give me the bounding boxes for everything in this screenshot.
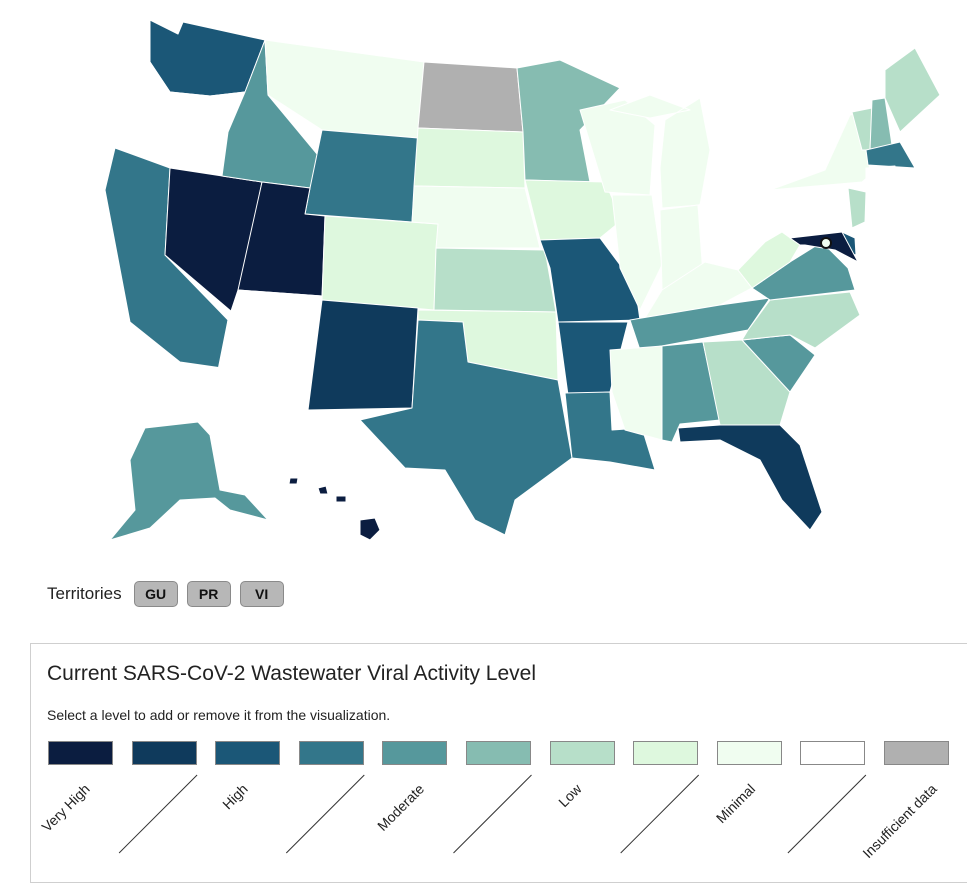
state-IA[interactable] — [524, 179, 623, 241]
territory-vi-button[interactable]: VI — [239, 581, 284, 607]
legend-swatch-10[interactable] — [884, 741, 949, 765]
state-WY[interactable] — [304, 129, 419, 223]
state-TN[interactable] — [629, 297, 771, 351]
state-CT[interactable] — [865, 165, 896, 186]
state-NJ[interactable] — [847, 187, 867, 229]
legend-swatch-6[interactable] — [549, 741, 615, 765]
legend-swatch-1[interactable] — [131, 741, 197, 765]
state-CO[interactable] — [321, 215, 439, 311]
territories-row: Territories GU PR VI — [47, 580, 293, 608]
territory-pr-button[interactable]: PR — [186, 581, 231, 607]
state-KS[interactable] — [433, 247, 557, 313]
legend-title: Current SARS-CoV-2 Wastewater Viral Acti… — [47, 662, 537, 685]
state-SD[interactable] — [413, 127, 526, 189]
legend-swatch-9[interactable] — [800, 741, 866, 765]
state-WI[interactable] — [579, 99, 656, 196]
state-ME[interactable] — [884, 47, 941, 133]
state-MS[interactable] — [609, 345, 663, 441]
legend-swatch-8[interactable] — [716, 741, 782, 765]
state-LA[interactable] — [564, 391, 656, 471]
state-IL[interactable] — [611, 194, 663, 311]
legend-swatch-3[interactable] — [298, 741, 364, 765]
legend-swatch-4[interactable] — [382, 741, 448, 765]
state-MA[interactable] — [865, 141, 916, 169]
state-AZ[interactable] — [217, 289, 323, 411]
state-GA[interactable] — [702, 339, 791, 426]
legend-swatch-5[interactable] — [466, 741, 531, 765]
state-ND[interactable] — [417, 61, 524, 133]
dc-marker[interactable] — [820, 237, 832, 249]
state-MN[interactable] — [516, 59, 621, 183]
state-FL[interactable] — [677, 424, 823, 531]
state-NM[interactable] — [307, 299, 419, 411]
state-TX[interactable] — [359, 319, 573, 536]
state-HI[interactable] — [288, 477, 381, 541]
legend-swatch-0[interactable] — [48, 741, 113, 765]
state-AK[interactable] — [109, 421, 269, 541]
legend-swatch-2[interactable] — [215, 741, 281, 765]
territory-gu-button[interactable]: GU — [133, 581, 178, 607]
us-map — [104, 19, 941, 541]
legend-subtitle: Select a level to add or remove it from … — [47, 707, 391, 723]
territories-label: Territories — [47, 584, 122, 603]
legend-swatch-7[interactable] — [633, 741, 699, 765]
